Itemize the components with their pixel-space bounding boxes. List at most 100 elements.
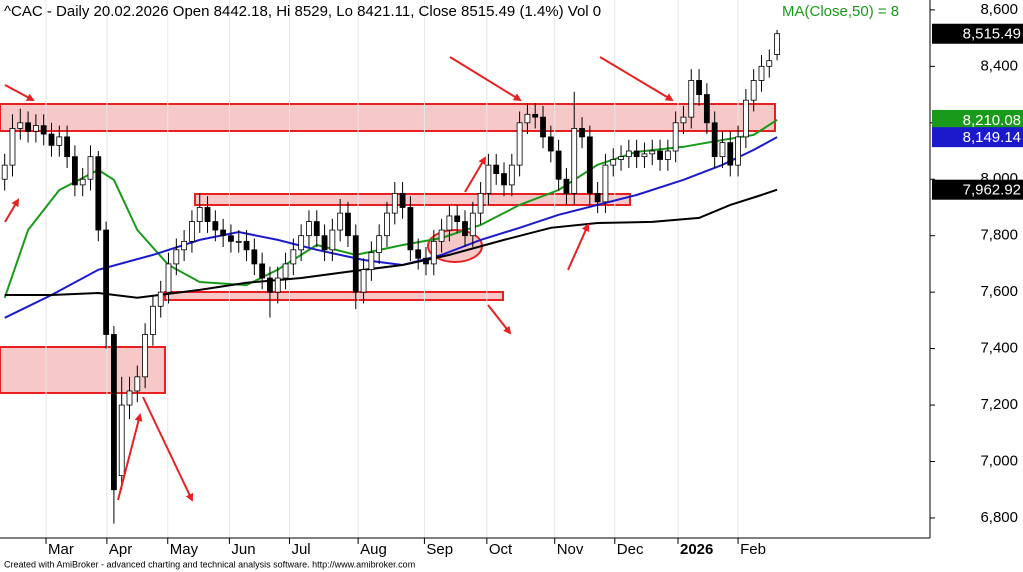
candle-body (672, 122, 679, 152)
candle-body (727, 142, 734, 166)
chart-title: ^CAC - Daily 20.02.2026 Open 8442.18, Hi… (4, 3, 601, 20)
candle-body (469, 212, 476, 237)
candle-body (56, 136, 63, 146)
candle-body (594, 192, 601, 203)
candle-body (516, 122, 523, 166)
value-box-label: 8,149.14 (963, 129, 1021, 146)
candle-body (9, 128, 16, 166)
x-tick-label: Feb (740, 541, 766, 558)
arrow (142, 396, 194, 502)
candle-body (337, 212, 344, 231)
value-box (932, 127, 1023, 148)
candle-body (189, 221, 195, 242)
candle-body (750, 80, 757, 101)
arrow (487, 304, 512, 335)
candle-body (360, 269, 367, 293)
candle-body (220, 229, 227, 237)
candle-body (415, 249, 422, 259)
candle-body (774, 33, 780, 55)
candle-body (352, 235, 359, 293)
arrow (599, 56, 674, 102)
candle-body (384, 212, 390, 237)
value-box (932, 23, 1023, 44)
x-tick-label: Apr (109, 541, 132, 558)
x-tick-label: Mar (48, 541, 74, 558)
value-box-label: 7,962.92 (963, 182, 1021, 199)
footer: Created with AmiBroker - advanced charti… (4, 559, 415, 569)
arrows (4, 56, 674, 502)
value-box (932, 109, 1023, 130)
candle-body (477, 192, 484, 214)
candle-body (321, 235, 328, 251)
value-box (932, 179, 1023, 200)
candle-body (134, 376, 141, 392)
candle-body (703, 94, 710, 124)
x-tick-label: Jun (231, 541, 255, 558)
arrow (117, 413, 143, 501)
candle-body (688, 80, 695, 118)
zone (0, 346, 166, 394)
candle-body (391, 192, 398, 214)
x-tick-label: Aug (360, 541, 387, 558)
candle-body (1, 164, 8, 180)
candle-body (633, 150, 640, 158)
candle-body (719, 142, 726, 158)
candle-body (423, 257, 429, 265)
candle-body (563, 178, 570, 194)
candle-body (547, 136, 554, 152)
candle-body (235, 240, 242, 243)
candle-body (555, 150, 562, 180)
candle-body (711, 122, 718, 158)
candle-body (657, 150, 663, 160)
value-box-label: 8,210.08 (963, 112, 1021, 129)
candle-body (493, 164, 500, 174)
candle-body (25, 122, 31, 132)
candle-body (376, 235, 383, 254)
candle-body (532, 113, 539, 118)
candle-body (399, 192, 406, 208)
candle-body (664, 150, 671, 160)
candle-body (306, 221, 312, 237)
candle-body (625, 150, 632, 158)
candle-body (87, 156, 94, 180)
x-tick-label: Jul (291, 541, 310, 558)
candle-body (571, 128, 578, 194)
chart-subtitle: MA(Close,50) = 8 (782, 3, 899, 20)
y-tick-label: 6,800 (980, 509, 1018, 526)
x-tick-label: Sep (426, 541, 453, 558)
candle-body (17, 122, 24, 129)
candle-body (524, 113, 531, 124)
arrow (4, 198, 20, 223)
candle-body (742, 99, 749, 138)
candle-body (345, 212, 351, 237)
candle-body (71, 156, 78, 186)
arrow (4, 84, 35, 101)
candle-body (204, 207, 211, 222)
y-tick-label: 7,400 (980, 340, 1018, 357)
candle-body (157, 291, 164, 307)
candle-body (150, 305, 156, 335)
candle-body (48, 133, 55, 146)
candle-body (251, 249, 258, 265)
candle-body (118, 404, 125, 477)
candle-body (274, 277, 281, 293)
candle-body (181, 240, 188, 251)
candle-body (40, 125, 47, 135)
x-tick-label: May (170, 541, 199, 558)
zone (194, 193, 631, 206)
candle-body (735, 136, 741, 166)
candle-body (329, 229, 336, 251)
plot (1, 0, 780, 538)
y-tick-label: 7,600 (980, 283, 1018, 300)
candle-body (111, 334, 117, 491)
x-tick-label: Dec (617, 541, 644, 558)
candle-body (165, 263, 172, 293)
candle-body (766, 60, 773, 67)
y-tick-label: 8,400 (980, 57, 1018, 74)
candle-body (142, 334, 149, 378)
candle-body (79, 178, 86, 186)
candle-body (173, 249, 180, 265)
arrow (567, 223, 590, 271)
candle-body (454, 215, 461, 222)
